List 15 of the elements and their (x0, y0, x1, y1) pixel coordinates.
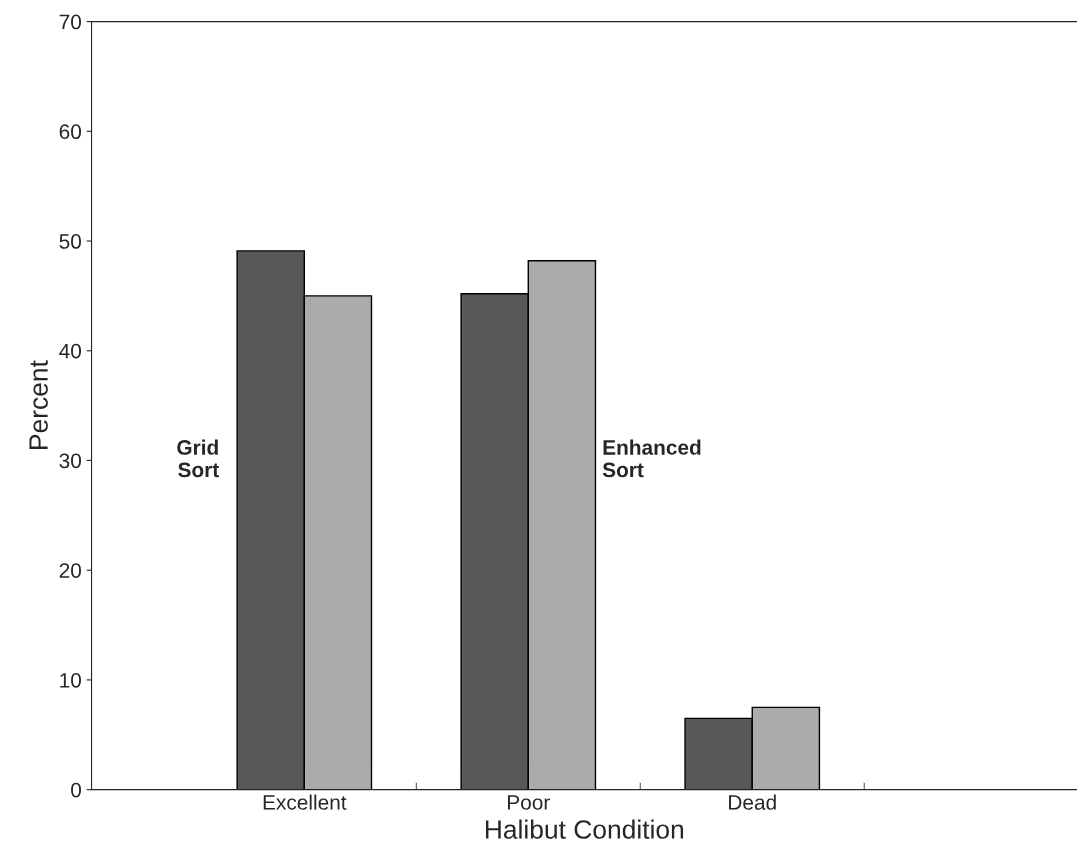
y-tick-label: 10 (60, 672, 82, 688)
series-label: Grid Sort (177, 439, 219, 478)
y-tick-label: 0 (71, 782, 82, 798)
y-tick-label: 40 (59, 343, 82, 359)
x-tick-label: Poor (507, 795, 550, 810)
x-axis-title: Halibut Condition (485, 819, 684, 839)
y-tick-label: 20 (59, 563, 82, 578)
y-tick-label: 50 (59, 234, 82, 249)
x-tick-label: Excellent (263, 794, 347, 810)
x-tick-label: Dead (729, 794, 776, 810)
series-label: Enhanced Sort (602, 439, 701, 478)
y-tick-label: 30 (59, 453, 82, 469)
y-tick-label: 60 (59, 124, 82, 140)
y-tick-label: 70 (59, 14, 82, 30)
y-axis-title: Percent (29, 360, 48, 449)
